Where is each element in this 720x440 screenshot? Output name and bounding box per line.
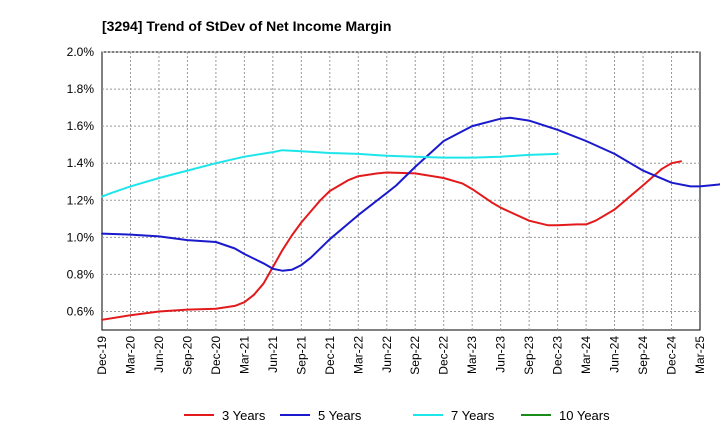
x-tick-label: Sep-24: [636, 336, 650, 375]
y-tick-label: 1.4%: [67, 156, 95, 170]
y-tick-label: 1.0%: [67, 230, 95, 244]
x-tick-label: Sep-20: [180, 336, 194, 375]
x-tick-label: Dec-21: [323, 336, 337, 375]
chart-title: [3294] Trend of StDev of Net Income Marg…: [102, 18, 391, 34]
y-axis: 0.6% 0.8% 1.0% 1.2% 1.4% 1.6% 1.8% 2.0%: [67, 45, 95, 318]
x-tick-label: Jun-23: [494, 336, 508, 373]
y-tick-label: 2.0%: [67, 45, 95, 59]
x-tick-label: Mar-23: [465, 336, 479, 374]
x-tick-label: Dec-19: [95, 336, 109, 375]
y-tick-label: 0.6%: [67, 304, 95, 318]
series-line: [101, 116, 720, 272]
x-tick-label: Dec-22: [437, 336, 451, 375]
y-tick-label: 1.6%: [67, 119, 95, 133]
x-tick-label: Dec-20: [209, 336, 223, 375]
x-tick-label: Dec-24: [665, 336, 679, 375]
x-tick-label: Mar-24: [579, 336, 593, 374]
x-tick-label: Jun-20: [152, 336, 166, 373]
x-tick-label: Mar-25: [693, 336, 707, 374]
x-tick-label: Jun-22: [380, 336, 394, 373]
legend-label: 7 Years: [451, 408, 495, 423]
y-tick-label: 0.8%: [67, 267, 95, 281]
x-tick-label: Sep-23: [522, 336, 536, 375]
y-tick-label: 1.8%: [67, 82, 95, 96]
series-line: [101, 149, 559, 198]
x-tick-label: Jun-21: [266, 336, 280, 373]
legend-label: 10 Years: [559, 408, 610, 423]
series-line: [101, 160, 682, 321]
x-tick-label: Sep-22: [408, 336, 422, 375]
legend: 3 Years 5 Years 7 Years 10 Years: [184, 408, 610, 423]
legend-label: 3 Years: [222, 408, 266, 423]
legend-label: 5 Years: [318, 408, 362, 423]
y-tick-label: 1.2%: [67, 193, 95, 207]
x-axis: Dec-19 Mar-20 Jun-20 Sep-20 Dec-20 Mar-21 Jun-…: [95, 336, 707, 375]
plot-area: [101, 51, 701, 331]
x-tick-label: Dec-23: [551, 336, 565, 375]
x-tick-label: Mar-20: [123, 336, 137, 374]
x-tick-label: Sep-21: [294, 336, 308, 375]
x-tick-label: Jun-24: [608, 336, 622, 373]
series-lines: [101, 116, 720, 321]
x-tick-label: Mar-21: [237, 336, 251, 374]
x-tick-label: Mar-22: [351, 336, 365, 374]
